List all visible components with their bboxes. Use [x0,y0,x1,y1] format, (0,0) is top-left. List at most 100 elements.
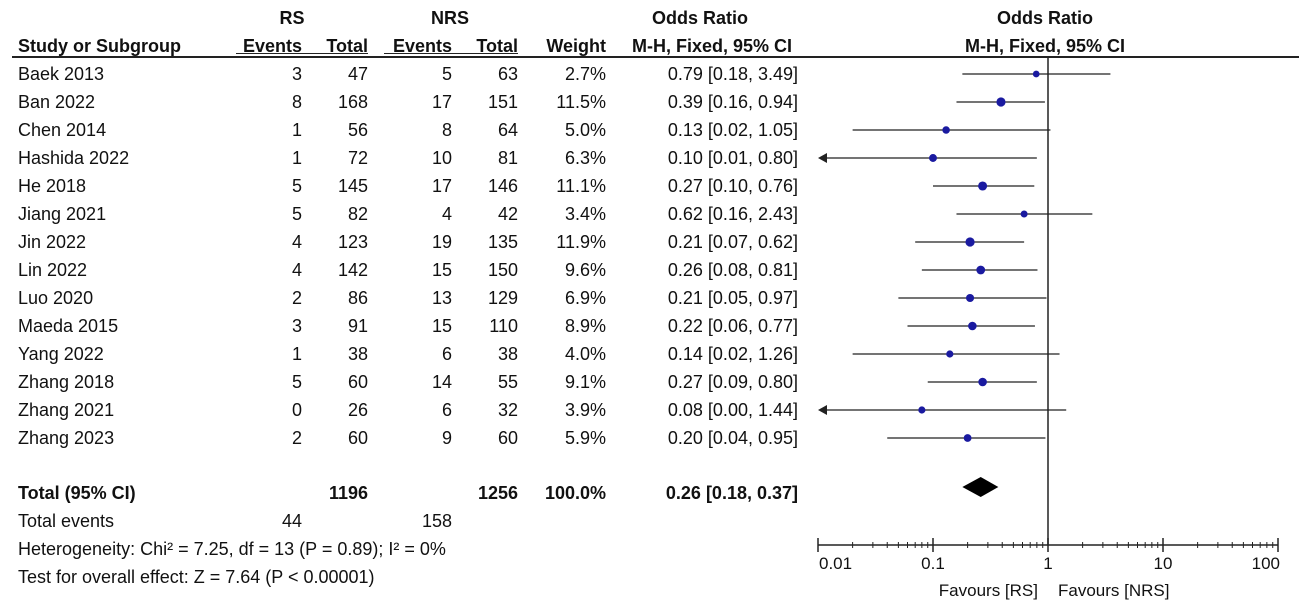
total-events-nrs: 158 [421,511,452,531]
x-tick-label: 1 [1043,554,1052,573]
study-point-estimate [963,434,972,442]
col-header-study: Study or Subgroup [18,36,181,56]
rs-total-cell: 60 [347,428,368,448]
nrs-events-cell: 14 [431,372,452,392]
nrs-total-cell: 32 [497,400,518,420]
rs-events-cell: 2 [291,288,302,308]
weight-cell: 9.6% [564,260,606,280]
rs-total-cell: 47 [347,64,368,84]
rs-events-cell: 5 [291,204,302,224]
study-point-estimate [918,406,926,414]
ci-text-cell: 0.21 [0.07, 0.62] [667,232,798,252]
weight-cell: 6.3% [564,148,606,168]
rs-events-cell: 5 [291,176,302,196]
rs-group-header: RS [279,8,305,28]
or-plot-title: Odds Ratio [996,8,1093,28]
ci-text-cell: 0.20 [0.04, 0.95] [667,428,798,448]
nrs-events-cell: 19 [431,232,452,252]
total-label: Total (95% CI) [18,483,136,503]
total-events-label: Total events [18,511,115,531]
favours-rs-label: Favours [RS] [939,581,1038,600]
study-name: Maeda 2015 [18,316,119,336]
x-tick-label: 10 [1154,554,1173,573]
rs-events-cell: 0 [291,400,302,420]
rs-total-cell: 168 [337,92,368,112]
total-weight: 100.0% [544,483,606,503]
study-point-estimate [996,97,1006,107]
col-header-ci-table: M-H, Fixed, 95% CI [631,36,793,56]
rs-total-cell: 123 [337,232,368,252]
ci-text-cell: 0.14 [0.02, 1.26] [667,344,798,364]
nrs-total-cell: 129 [487,288,518,308]
nrs-total-cell: 110 [489,316,518,336]
weight-cell: 9.1% [564,372,606,392]
nrs-events-cell: 6 [441,400,452,420]
ci-text-cell: 0.21 [0.05, 0.97] [667,288,798,308]
ci-text-cell: 0.10 [0.01, 0.80] [667,148,798,168]
study-point-estimate [978,377,987,387]
weight-cell: 4.0% [564,344,606,364]
rs-total-cell: 56 [347,120,368,140]
nrs-total-cell: 135 [487,232,518,252]
nrs-group-header: NRS [430,8,469,28]
nrs-total-cell: 151 [487,92,518,112]
nrs-total-cell: 81 [497,148,518,168]
rs-events-cell: 1 [291,148,302,168]
weight-cell: 11.9% [556,232,606,252]
weight-cell: 11.5% [556,92,606,112]
col-header-rs-events: Events [242,36,302,56]
heterogeneity-text: Heterogeneity: Chi² = 7.25, df = 13 (P =… [18,539,446,559]
rs-events-cell: 1 [291,344,302,364]
ci-text-cell: 0.27 [0.10, 0.76] [667,176,798,196]
rs-total-cell: 72 [347,148,368,168]
rs-events-cell: 4 [291,260,302,280]
ci-text-cell: 0.13 [0.02, 1.05] [667,120,798,140]
or-table-title: Odds Ratio [651,8,748,28]
col-header-weight: Weight [546,36,606,56]
nrs-events-cell: 4 [441,204,452,224]
nrs-events-cell: 9 [441,428,452,448]
nrs-total-cell: 63 [497,64,518,84]
nrs-events-cell: 17 [431,176,452,196]
study-point-estimate [1032,70,1040,78]
study-name: Lin 2022 [18,260,88,280]
study-name: He 2018 [18,176,87,196]
study-point-estimate [946,350,954,358]
study-name: Zhang 2021 [18,400,115,420]
col-header-rs-total: Total [326,36,368,56]
study-name: Yang 2022 [18,344,104,364]
weight-cell: 6.9% [564,288,606,308]
weight-cell: 11.1% [556,176,606,196]
ci-truncation-arrow [818,405,827,415]
total-events-rs: 44 [281,511,302,531]
study-name: Jin 2022 [18,232,87,252]
col-header-ci-plot: M-H, Fixed, 95% CI [964,36,1126,56]
rs-group-underline [236,53,368,54]
col-header-nrs-total: Total [476,36,518,56]
study-name: Jiang 2021 [18,204,107,224]
col-header-nrs-events: Events [392,36,452,56]
study-point-estimate [929,154,937,162]
study-name: Chen 2014 [18,120,107,140]
study-point-estimate [965,237,975,247]
study-point-estimate [968,321,977,331]
total-ci-text: 0.26 [0.18, 0.37] [665,483,798,503]
nrs-events-cell: 13 [431,288,452,308]
nrs-events-cell: 15 [431,260,452,280]
rs-total-cell: 82 [347,204,368,224]
x-tick-label: 100 [1252,554,1280,573]
ci-text-cell: 0.22 [0.06, 0.77] [667,316,798,336]
nrs-total-cell: 38 [497,344,518,364]
nrs-total-cell: 55 [497,372,518,392]
ci-text-cell: 0.39 [0.16, 0.94] [667,92,798,112]
weight-cell: 5.0% [564,120,606,140]
rs-total-cell: 91 [347,316,368,336]
ci-text-cell: 0.26 [0.08, 0.81] [667,260,798,280]
nrs-events-cell: 6 [441,344,452,364]
nrs-events-cell: 17 [431,92,452,112]
weight-cell: 3.9% [564,400,606,420]
study-name: Zhang 2023 [18,428,115,448]
study-name: Zhang 2018 [18,372,115,392]
